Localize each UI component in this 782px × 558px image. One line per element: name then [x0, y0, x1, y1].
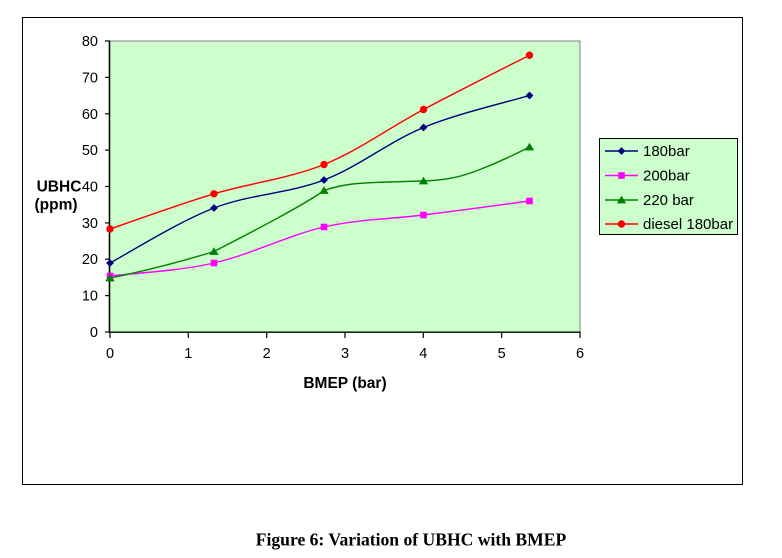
- svg-text:6: 6: [576, 346, 584, 362]
- svg-text:5: 5: [498, 346, 506, 362]
- svg-text:BMEP (bar): BMEP (bar): [303, 375, 386, 392]
- svg-text:80: 80: [82, 34, 98, 50]
- svg-text:4: 4: [419, 346, 427, 362]
- svg-text:200bar: 200bar: [643, 168, 690, 185]
- svg-text:3: 3: [341, 346, 349, 362]
- svg-text:50: 50: [82, 143, 98, 159]
- svg-text:70: 70: [82, 70, 98, 86]
- svg-text:0: 0: [90, 325, 98, 341]
- svg-text:30: 30: [82, 216, 98, 232]
- svg-text:0: 0: [106, 346, 114, 362]
- svg-text:10: 10: [82, 289, 98, 305]
- svg-text:60: 60: [82, 107, 98, 123]
- svg-text:2: 2: [263, 346, 271, 362]
- svg-text:180bar: 180bar: [643, 143, 690, 160]
- svg-text:1: 1: [184, 346, 192, 362]
- svg-text:(ppm): (ppm): [34, 197, 77, 214]
- svg-text:20: 20: [82, 252, 98, 268]
- svg-text:diesel 180bar: diesel 180bar: [643, 216, 733, 233]
- svg-text:Figure 6: Variation of UBHC wi: Figure 6: Variation of UBHC with BMEP: [256, 529, 567, 549]
- svg-text:UBHC: UBHC: [37, 179, 82, 196]
- svg-text:40: 40: [82, 180, 98, 196]
- svg-text:220 bar: 220 bar: [643, 192, 694, 209]
